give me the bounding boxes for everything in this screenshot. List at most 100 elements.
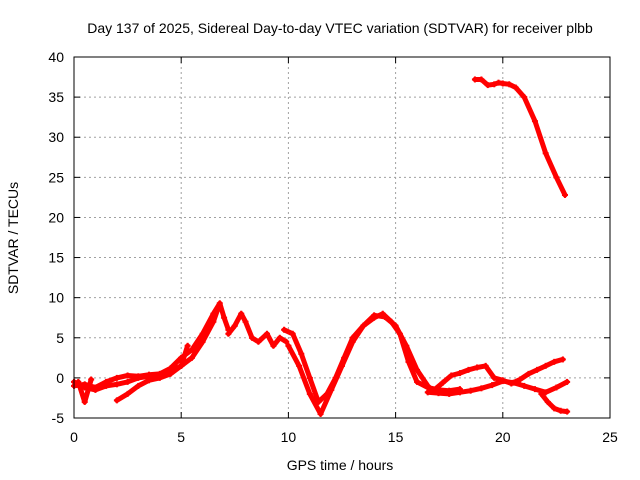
- y-axis-label: SDTVAR / TECUs: [5, 182, 21, 294]
- data-point: [75, 378, 82, 385]
- data-point: [92, 386, 99, 393]
- data-point: [216, 300, 223, 307]
- data-point: [263, 330, 270, 337]
- y-tick-label: 40: [48, 49, 64, 65]
- data-point: [551, 405, 558, 412]
- data-point: [414, 366, 421, 373]
- data-point: [484, 82, 491, 89]
- data-point: [491, 81, 498, 88]
- series-track-d: [225, 311, 289, 349]
- data-point: [531, 386, 538, 393]
- series-track-f: [285, 312, 431, 417]
- y-tick-label: 5: [56, 330, 64, 346]
- data-point: [283, 338, 290, 345]
- data-point: [521, 382, 528, 389]
- data-point: [156, 374, 163, 381]
- y-tick-label: 35: [48, 89, 64, 105]
- data-point: [465, 366, 472, 373]
- data-point: [349, 338, 356, 345]
- series-layer: [71, 76, 571, 417]
- y-tick-label: 30: [48, 129, 64, 145]
- data-point: [113, 374, 120, 381]
- data-point: [499, 377, 506, 384]
- data-point: [255, 338, 262, 345]
- data-point: [544, 398, 551, 405]
- data-point: [414, 378, 421, 385]
- data-point: [238, 310, 245, 317]
- data-point: [448, 372, 455, 379]
- data-point: [306, 374, 313, 381]
- series-track-c: [114, 343, 191, 403]
- data-point: [210, 318, 217, 325]
- data-point: [281, 326, 288, 333]
- data-point: [561, 191, 568, 198]
- data-point: [270, 342, 277, 349]
- data-point: [381, 313, 388, 320]
- y-tick-label: 20: [48, 209, 64, 225]
- y-tick-label: -5: [52, 410, 65, 426]
- data-point: [489, 382, 496, 389]
- data-point: [113, 397, 120, 404]
- data-point: [88, 376, 95, 383]
- data-point: [248, 334, 255, 341]
- data-point: [516, 376, 523, 383]
- data-point: [296, 362, 303, 369]
- data-point: [512, 84, 519, 91]
- data-point: [424, 389, 431, 396]
- data-point: [559, 356, 566, 363]
- data-point: [124, 372, 131, 379]
- data-point: [551, 358, 558, 365]
- data-point: [521, 94, 528, 101]
- data-point: [328, 386, 335, 393]
- data-point: [482, 362, 489, 369]
- data-point: [135, 382, 142, 389]
- data-point: [135, 374, 142, 381]
- x-tick-label: 25: [602, 429, 618, 445]
- plot-frame: [73, 56, 611, 419]
- data-point: [188, 346, 195, 353]
- data-point: [199, 338, 206, 345]
- x-tick-label: 5: [177, 429, 185, 445]
- y-tick-label: 0: [56, 370, 64, 386]
- data-point: [557, 407, 564, 414]
- data-point: [456, 370, 463, 377]
- data-point: [424, 382, 431, 389]
- data-point: [289, 330, 296, 337]
- data-point: [360, 322, 367, 329]
- data-point: [431, 386, 438, 393]
- axis-ticks: 0 5 10 15 20 25 -5 0 5 10 15 20 25 30 35 40: [48, 49, 618, 445]
- data-point: [471, 76, 478, 83]
- x-tick-label: 10: [281, 429, 297, 445]
- data-point: [225, 330, 232, 337]
- data-point: [456, 389, 463, 396]
- y-tick-label: 25: [48, 169, 64, 185]
- data-point: [534, 366, 541, 373]
- data-point: [81, 398, 88, 405]
- data-point: [184, 342, 191, 349]
- data-point: [542, 362, 549, 369]
- x-tick-label: 15: [388, 429, 404, 445]
- x-tick-label: 20: [495, 429, 511, 445]
- data-point: [435, 390, 442, 397]
- data-point: [553, 384, 560, 391]
- data-point: [531, 118, 538, 125]
- data-point: [124, 390, 131, 397]
- data-point: [113, 381, 120, 388]
- data-point: [339, 362, 345, 369]
- data-point: [371, 312, 378, 319]
- data-point: [188, 354, 195, 361]
- data-point: [491, 374, 498, 381]
- data-point: [499, 80, 506, 87]
- data-point: [564, 378, 571, 385]
- data-point: [403, 342, 410, 349]
- data-point: [146, 377, 153, 384]
- data-point: [553, 174, 560, 181]
- data-point: [221, 314, 228, 321]
- data-point: [276, 334, 283, 341]
- data-point: [564, 408, 571, 415]
- data-point: [506, 81, 513, 88]
- y-tick-label: 15: [48, 250, 64, 266]
- data-point: [231, 322, 238, 329]
- data-point: [167, 370, 174, 377]
